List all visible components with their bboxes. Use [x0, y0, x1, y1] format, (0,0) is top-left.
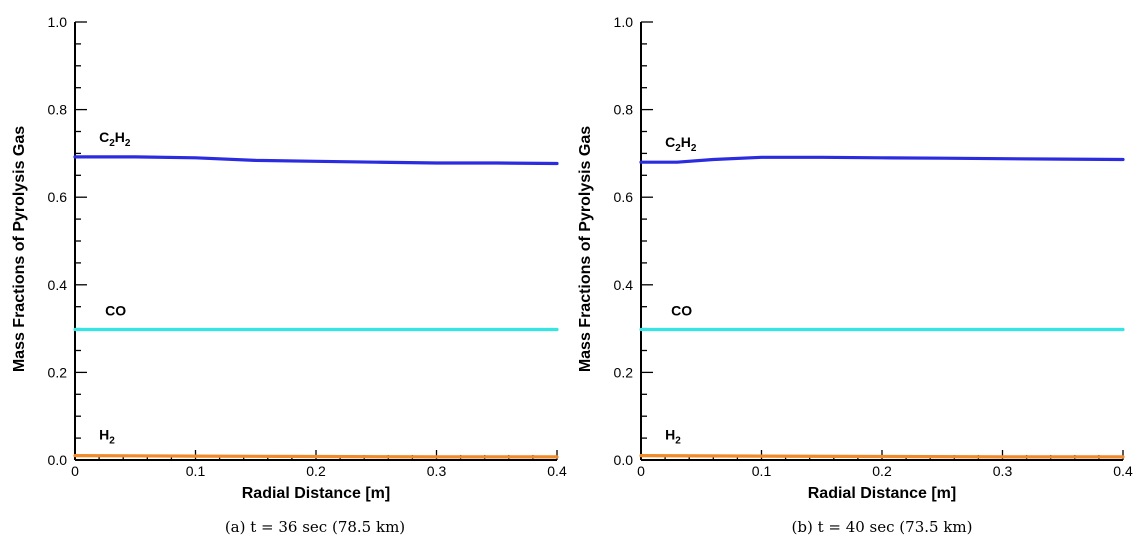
x-tick-label: 0.2: [306, 463, 326, 479]
x-tick-label: 0: [637, 463, 645, 479]
y-tick-label: 0.2: [614, 364, 634, 380]
series-label-h2: H2: [665, 427, 681, 447]
y-tick-label: 0.6: [48, 189, 68, 205]
y-axis-title: Mass Fractions of Pyrolysis Gas: [577, 126, 594, 372]
label-text: C: [665, 134, 675, 150]
series-line-c2h2: [73, 155, 559, 166]
series-label-c2h2: C2H2: [665, 134, 697, 154]
label-subscript: 2: [109, 138, 115, 149]
label-text: C: [99, 129, 109, 145]
x-tick-label: 0: [71, 463, 79, 479]
label-text: H: [99, 427, 109, 443]
series-label-co: CO: [105, 302, 126, 318]
x-tick-label: 0.3: [993, 463, 1013, 479]
y-axis-title: Mass Fractions of Pyrolysis Gas: [11, 126, 28, 372]
x-tick-label: 0.4: [1113, 463, 1133, 479]
chart-panel-b: 0 0.1 0.2 0.3 0.4 0.0 0.2 0.4 0.6 0.8 1.0 Radial Di…: [577, 14, 1133, 536]
label-subscript: 2: [109, 436, 115, 447]
y-tick-label: 0.2: [48, 364, 68, 380]
label-text: H: [681, 134, 691, 150]
figure-caption: (b) t = 40 sec (73.5 km): [792, 518, 973, 536]
series-label-co: CO: [671, 302, 692, 318]
y-tick-label: 0.0: [48, 452, 68, 468]
label-subscript: 2: [675, 143, 681, 154]
label-subscript: 2: [125, 138, 131, 149]
label-subscript: 2: [691, 143, 697, 154]
x-tick-label: 0.1: [752, 463, 772, 479]
y-tick-label: 1.0: [48, 14, 68, 30]
label-text: CO: [671, 302, 692, 318]
label-subscript: 2: [675, 436, 681, 447]
y-tick-label: 0.8: [48, 102, 68, 118]
y-tick-label: 0.8: [614, 102, 634, 118]
series-label-c2h2: C2H2: [99, 129, 131, 149]
series-line-h2: [639, 454, 1125, 459]
chart-panel-a: 0 0.1 0.2 0.3 0.4 0.0 0.2 0.4 0.6 0.8 1.0 Radial Di…: [11, 14, 567, 536]
x-tick-label: 0.3: [427, 463, 447, 479]
series-line-c2h2: [639, 155, 1125, 164]
x-tick-label: 0.4: [547, 463, 567, 479]
x-axis-title: Radial Distance [m]: [242, 485, 390, 502]
x-tick-label: 0.1: [186, 463, 206, 479]
y-tick-label: 0.4: [48, 277, 68, 293]
series-label-h2: H2: [99, 427, 115, 447]
series-line-h2: [73, 454, 559, 459]
y-tick-label: 0.0: [614, 452, 634, 468]
y-tick-label: 0.6: [614, 189, 634, 205]
figure-caption: (a) t = 36 sec (78.5 km): [225, 518, 405, 536]
x-tick-label: 0.2: [872, 463, 892, 479]
y-tick-label: 1.0: [614, 14, 634, 30]
y-tick-label: 0.4: [614, 277, 634, 293]
label-text: H: [665, 427, 675, 443]
label-text: H: [115, 129, 125, 145]
x-axis-title: Radial Distance [m]: [808, 485, 956, 502]
label-text: CO: [105, 302, 126, 318]
